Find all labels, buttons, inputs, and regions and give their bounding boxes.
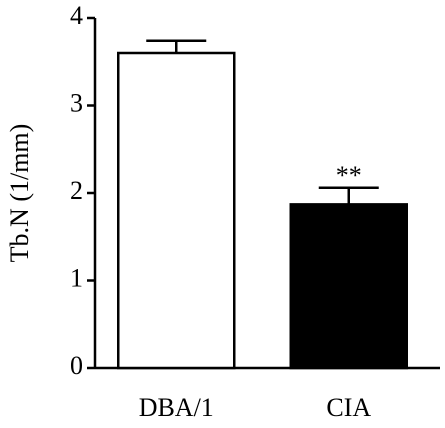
y-tick-label: 4 xyxy=(70,1,83,30)
x-tick-label: DBA/1 xyxy=(139,393,214,422)
y-axis-label: Tb.N (1/mm) xyxy=(5,124,34,263)
y-tick-label: 2 xyxy=(70,176,83,205)
bar xyxy=(117,51,236,370)
bar xyxy=(289,203,408,370)
y-tick-label: 0 xyxy=(70,351,83,380)
y-tick-label: 1 xyxy=(70,263,83,292)
x-tick-label: CIA xyxy=(326,393,371,422)
significance-label: ** xyxy=(336,161,362,190)
y-tick-label: 3 xyxy=(70,88,83,117)
